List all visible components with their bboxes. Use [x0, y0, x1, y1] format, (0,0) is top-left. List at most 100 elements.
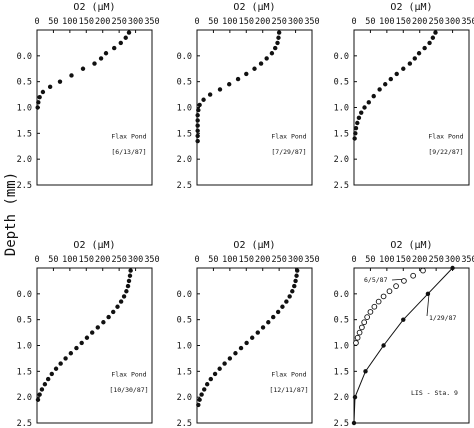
y-tick-label: 2.0 — [334, 393, 349, 403]
x-tick-label: 0 — [351, 255, 356, 265]
data-point — [207, 92, 213, 97]
data-point — [37, 392, 42, 397]
x-tick-label: 250 — [271, 17, 286, 27]
x-tick-label: 300 — [288, 17, 303, 27]
data-point — [355, 120, 360, 126]
series-2 — [351, 265, 455, 426]
y-tick-label: 0.0 — [177, 52, 192, 62]
chart-title: O2 (µM) — [233, 240, 275, 251]
y-tick-label: 1.0 — [17, 104, 32, 114]
y-tick-label: 0.5 — [334, 78, 349, 88]
data-point — [57, 79, 63, 84]
x-tick-label: 50 — [365, 255, 375, 265]
x-tick-label: 100 — [379, 255, 394, 265]
x-tick-label: 300 — [445, 255, 460, 265]
plot-frame — [196, 267, 313, 424]
series-arrow-2 — [426, 294, 430, 317]
data-point — [273, 45, 278, 51]
x-tick-label: 200 — [95, 255, 110, 265]
data-point — [255, 330, 260, 335]
chart-title: O2 (µM) — [390, 2, 432, 13]
data-point — [244, 340, 249, 346]
plot-frame — [353, 267, 470, 424]
x-tick-label: 250 — [428, 17, 443, 27]
data-point — [45, 376, 51, 382]
x-tick-label: 150 — [239, 255, 254, 265]
chart-panel-1: O2 (µM) 0 50 100 150 200 250 300 350 0.0 0.5 1.0 1.5… — [17, 2, 160, 191]
data-point — [294, 273, 299, 278]
x-tick-label: 0 — [351, 17, 356, 27]
data-point — [271, 314, 276, 320]
data-point — [39, 387, 45, 392]
data-point — [276, 35, 281, 40]
data-point — [269, 51, 275, 56]
data-point — [356, 329, 363, 336]
data-point — [80, 66, 86, 71]
x-tick-label: 100 — [62, 255, 77, 265]
data-point — [63, 356, 68, 361]
y-tick-label: 2.5 — [17, 181, 32, 191]
data-point — [36, 100, 41, 105]
data-point — [195, 128, 200, 133]
data-point — [361, 319, 368, 326]
plot-frame — [196, 29, 313, 186]
y-tick-label: 1.0 — [177, 104, 192, 114]
data-point — [195, 118, 200, 123]
x-tick-label: 150 — [396, 17, 411, 27]
data-point — [208, 376, 213, 382]
data-point — [128, 268, 133, 273]
data-point — [364, 314, 370, 320]
data-point — [84, 335, 90, 340]
data-point — [118, 40, 123, 46]
x-tick-label: 50 — [365, 17, 375, 27]
data-point — [95, 325, 100, 330]
data-point — [401, 317, 406, 322]
data-point — [430, 35, 436, 40]
y-tick-label: 1.5 — [334, 129, 349, 139]
data-point — [227, 82, 232, 87]
data-point — [202, 387, 207, 392]
data-point — [412, 56, 417, 61]
data-point — [111, 309, 116, 315]
chart-panel-2: O2 (µM) 0 50 100 150 200 250 300 350 0.0 0.5 1.0 1.5… — [177, 2, 320, 191]
data-point — [68, 351, 74, 356]
data-point — [92, 61, 97, 66]
x-tick-label: 350 — [461, 17, 474, 27]
data-point — [115, 304, 120, 309]
data-point — [106, 314, 111, 320]
data-point — [394, 71, 399, 77]
x-tick-label: 50 — [208, 255, 218, 265]
data-point — [287, 294, 292, 299]
y-axis-label: Depth (mm) — [3, 172, 19, 256]
y-tick-label: 1.5 — [177, 129, 192, 139]
x-tick-label: 50 — [48, 17, 58, 27]
chart-title: O2 (µM) — [233, 2, 275, 13]
data-point — [433, 30, 438, 35]
x-tick-label: 300 — [128, 17, 143, 27]
data-point — [123, 35, 128, 40]
data-point — [196, 107, 201, 113]
data-point — [352, 136, 357, 141]
x-tick-label: 50 — [208, 17, 218, 27]
data-point — [252, 66, 257, 71]
data-point — [124, 289, 129, 294]
data-point — [49, 371, 54, 377]
data-point — [401, 278, 407, 284]
y-tick-label: 1.0 — [177, 342, 192, 352]
data-point — [121, 294, 127, 299]
data-point — [352, 394, 358, 400]
data-point — [196, 402, 201, 408]
data-point — [353, 125, 359, 131]
data-point — [195, 113, 200, 118]
data-point — [127, 273, 133, 278]
data-point — [125, 283, 131, 289]
chart-panel-4: O2 (µM) 0 50 100 150 200 250 300 350 0.0 0.5 1.0 1.5… — [17, 240, 160, 428]
data-point — [235, 76, 241, 82]
data-point — [375, 298, 382, 305]
annotation-date: [10/30/87] — [109, 386, 148, 394]
chart-panel-5: O2 (µM) 0 50 100 150 200 250 300 350 0.0 0.5 1.0 1.5… — [177, 240, 320, 428]
data-point — [416, 51, 422, 56]
data-point — [222, 361, 227, 366]
data-point — [199, 392, 204, 397]
